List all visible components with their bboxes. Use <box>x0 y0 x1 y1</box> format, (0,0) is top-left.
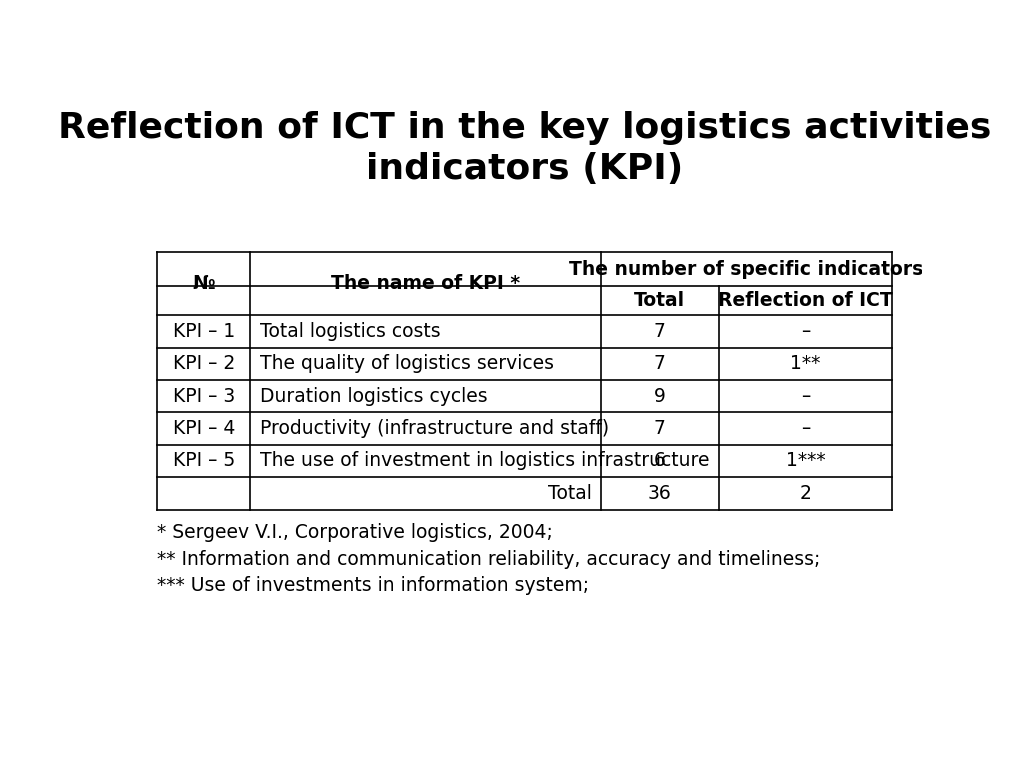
Text: 7: 7 <box>653 355 666 373</box>
Text: ** Information and communication reliability, accuracy and timeliness;: ** Information and communication reliabi… <box>158 550 821 568</box>
Text: –: – <box>801 387 810 406</box>
Text: 1***: 1*** <box>785 452 825 471</box>
Text: Duration logistics cycles: Duration logistics cycles <box>260 387 487 406</box>
Text: The use of investment in logistics infrastructure: The use of investment in logistics infra… <box>260 452 710 471</box>
Text: –: – <box>801 419 810 439</box>
Text: Productivity (infrastructure and staff): Productivity (infrastructure and staff) <box>260 419 609 439</box>
Text: 9: 9 <box>653 387 666 406</box>
Text: 7: 7 <box>653 322 666 341</box>
Text: KPI – 4: KPI – 4 <box>173 419 236 439</box>
Text: Total: Total <box>548 484 592 503</box>
Text: KPI – 3: KPI – 3 <box>173 387 236 406</box>
Text: 1**: 1** <box>791 355 820 373</box>
Text: 6: 6 <box>653 452 666 471</box>
Text: KPI – 2: KPI – 2 <box>173 355 236 373</box>
Text: KPI – 1: KPI – 1 <box>173 322 236 341</box>
Text: The quality of logistics services: The quality of logistics services <box>260 355 554 373</box>
Text: Total logistics costs: Total logistics costs <box>260 322 440 341</box>
Text: Reflection of ICT: Reflection of ICT <box>718 291 893 310</box>
Text: 36: 36 <box>648 484 672 503</box>
Text: Total: Total <box>634 291 685 310</box>
Text: –: – <box>801 322 810 341</box>
Text: №: № <box>193 274 215 293</box>
Text: 7: 7 <box>653 419 666 439</box>
Text: Reflection of ICT in the key logistics activities: Reflection of ICT in the key logistics a… <box>58 111 991 144</box>
Text: KPI – 5: KPI – 5 <box>173 452 236 471</box>
Text: 2: 2 <box>800 484 811 503</box>
Text: * Sergeev V.I., Corporative logistics, 2004;: * Sergeev V.I., Corporative logistics, 2… <box>158 523 553 542</box>
Text: The name of KPI *: The name of KPI * <box>331 274 520 293</box>
Text: The number of specific indicators: The number of specific indicators <box>569 260 924 279</box>
Text: *** Use of investments in information system;: *** Use of investments in information sy… <box>158 576 590 594</box>
Text: indicators (KPI): indicators (KPI) <box>367 152 683 186</box>
